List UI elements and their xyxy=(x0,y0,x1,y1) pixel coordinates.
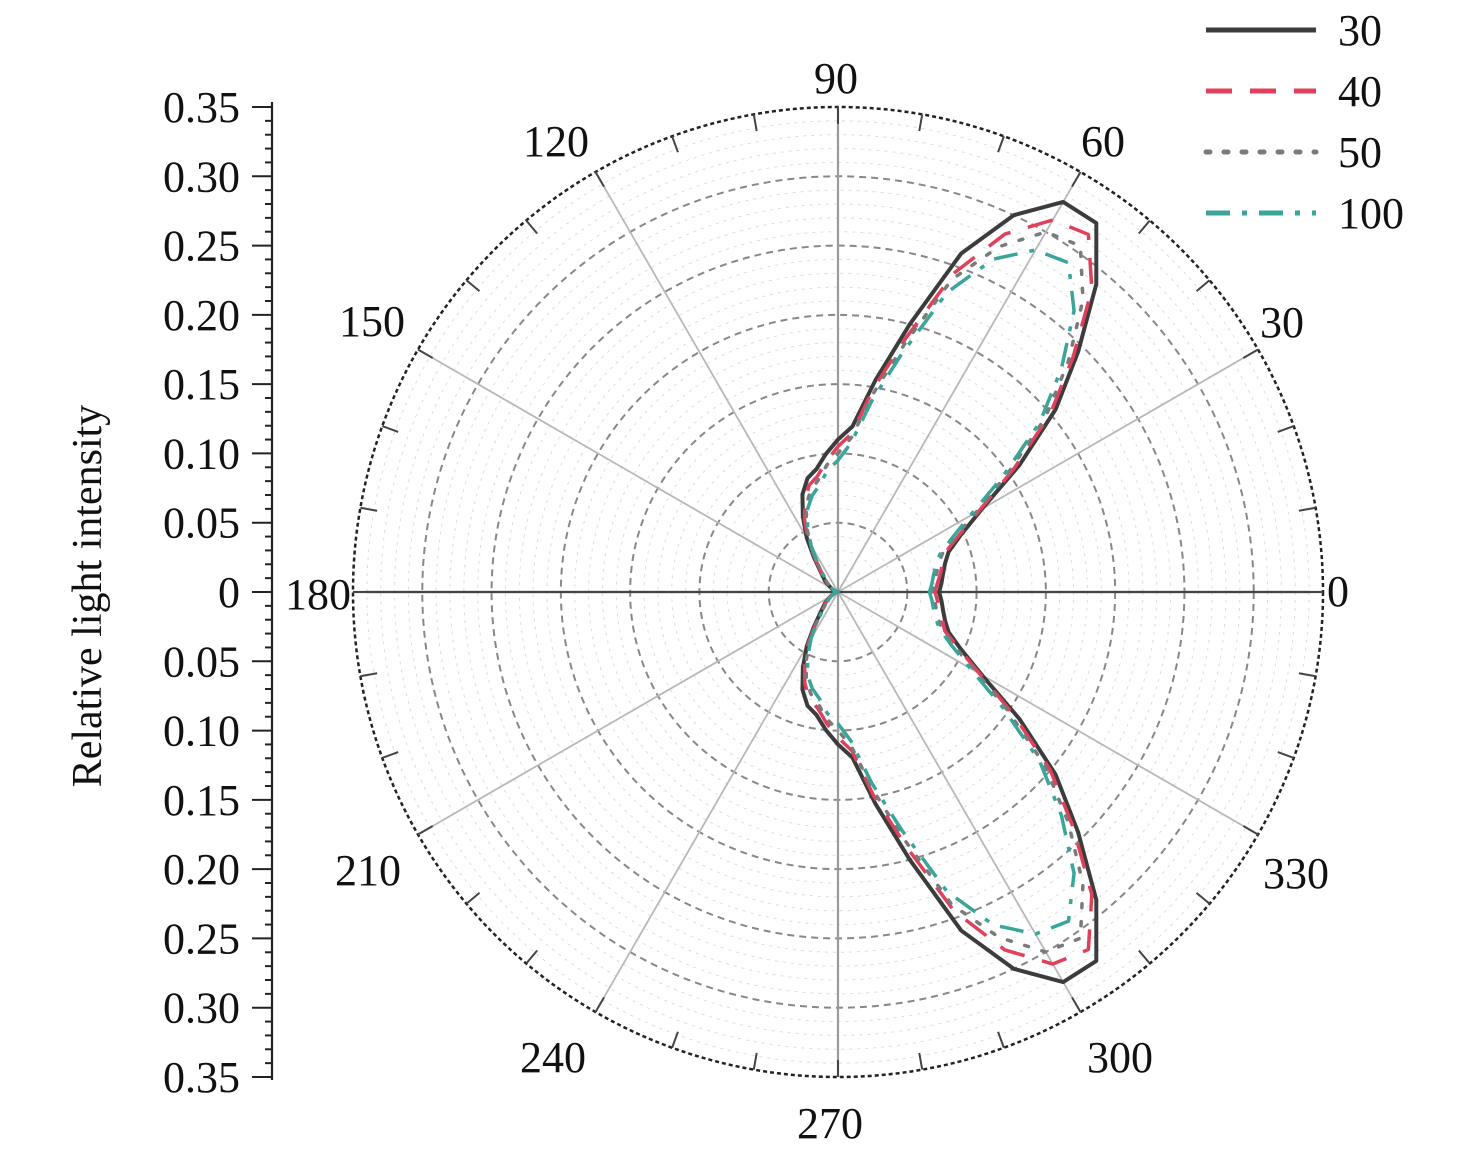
polar-grid xyxy=(351,105,1325,1079)
radial-tick-label: 0.05 xyxy=(163,499,240,548)
angle-label: 60 xyxy=(1081,117,1125,166)
legend-label: 30 xyxy=(1338,6,1382,55)
angle-tick-mark xyxy=(525,949,538,965)
angle-tick-mark xyxy=(381,751,399,759)
angle-label: 90 xyxy=(814,54,858,103)
series-layer xyxy=(800,199,1099,985)
angle-tick-mark xyxy=(465,892,481,905)
angle-tick-mark xyxy=(594,171,605,188)
angle-tick-mark xyxy=(417,348,434,359)
angle-tick-mark xyxy=(1138,219,1151,235)
radial-axis: 0 0.05 0.05 0.10 0.10 0.15 0.15 0.20 0.20 0.25 0.2… xyxy=(163,83,274,1102)
grid-spoke xyxy=(837,348,1259,593)
radial-tick-label: 0.25 xyxy=(163,222,240,271)
angle-tick-mark xyxy=(1071,171,1082,188)
angle-tick-mark xyxy=(1071,996,1082,1013)
angle-tick-mark xyxy=(360,506,378,512)
angle-tick-mark xyxy=(594,996,605,1013)
angle-tick-mark xyxy=(997,135,1005,153)
radial-tick-label: 0.25 xyxy=(163,914,240,963)
series-line-100 xyxy=(805,248,1076,936)
angle-tick-mark xyxy=(1298,506,1316,512)
radial-tick-label: 0.05 xyxy=(163,637,240,686)
legend: 30 40 50 100 xyxy=(1203,6,1404,238)
radial-tick-label: 0.30 xyxy=(163,984,240,1033)
grid-spoke xyxy=(837,171,1082,593)
legend-label: 50 xyxy=(1338,128,1382,177)
radial-tick-label: 0.15 xyxy=(163,776,240,825)
radial-tick-label: 0.10 xyxy=(163,429,240,478)
radial-tick-label: 0.35 xyxy=(163,83,240,132)
angle-tick-mark xyxy=(1298,672,1316,678)
angle-label: 120 xyxy=(523,117,589,166)
angle-label: 180 xyxy=(285,570,351,619)
angle-label: 330 xyxy=(1263,849,1329,898)
grid-spoke xyxy=(417,591,839,836)
angle-tick-mark xyxy=(918,1052,924,1070)
angle-tick-mark xyxy=(1138,949,1151,965)
radial-tick-label: 0.35 xyxy=(163,1053,240,1102)
y-axis-title: Relative light intensity xyxy=(65,405,111,788)
angle-label: 0 xyxy=(1327,567,1349,616)
legend-label: 100 xyxy=(1338,189,1404,238)
angle-tick-mark xyxy=(381,425,399,433)
grid-spoke xyxy=(594,171,839,593)
angle-label: 300 xyxy=(1087,1033,1153,1082)
radial-tick-label: 0.10 xyxy=(163,707,240,756)
angle-tick-mark xyxy=(525,219,538,235)
angle-label: 150 xyxy=(339,297,405,346)
grid-spoke xyxy=(417,348,839,593)
radial-tick-label: 0.15 xyxy=(163,360,240,409)
angle-tick-mark xyxy=(671,135,679,153)
angle-tick-mark xyxy=(1242,348,1259,359)
angle-tick-mark xyxy=(417,825,434,836)
radial-tick-label: 0.30 xyxy=(163,152,240,201)
legend-label: 40 xyxy=(1338,67,1382,116)
grid-spoke xyxy=(594,591,839,1013)
angle-tick-mark xyxy=(465,279,481,292)
angle-tick-mark xyxy=(1277,425,1295,433)
angle-tick-mark xyxy=(997,1031,1005,1049)
angle-tick-mark xyxy=(1195,279,1211,292)
angle-tick-mark xyxy=(1242,825,1259,836)
angle-tick-mark xyxy=(1195,892,1211,905)
angle-label: 240 xyxy=(520,1033,586,1082)
radial-tick-label: 0 xyxy=(218,568,240,617)
angle-tick-mark xyxy=(918,114,924,132)
angle-label: 30 xyxy=(1260,298,1304,347)
radial-tick-label: 0.20 xyxy=(163,291,240,340)
angle-label: 210 xyxy=(335,846,401,895)
grid-spoke xyxy=(837,591,1082,1013)
angle-tick-labels: 0 30 60 90 120 150 180 210 240 270 300 330 xyxy=(285,54,1349,1148)
radial-tick-label: 0.20 xyxy=(163,845,240,894)
angle-tick-mark xyxy=(752,114,758,132)
angle-tick-mark xyxy=(671,1031,679,1049)
angle-tick-mark xyxy=(752,1052,758,1070)
angle-tick-mark xyxy=(360,672,378,678)
angle-label: 270 xyxy=(797,1099,863,1148)
angle-tick-mark xyxy=(1277,751,1295,759)
grid-spoke xyxy=(837,591,1259,836)
